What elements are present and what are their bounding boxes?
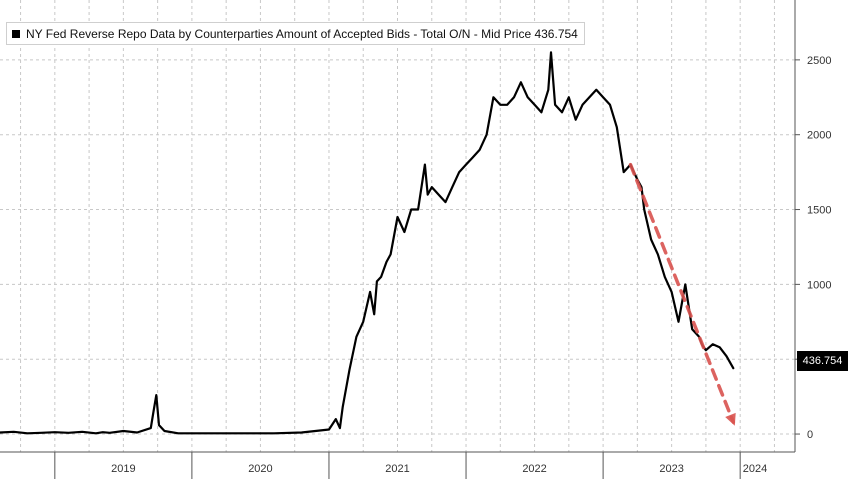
x-tick-label: 2022 (522, 463, 546, 475)
y-tick-label: 2500 (807, 55, 831, 67)
trend-arrowhead-icon (725, 412, 736, 426)
trend-arrow-line (628, 162, 736, 424)
x-tick-label: 2021 (385, 463, 409, 475)
y-tick-label: 1000 (807, 279, 831, 291)
axes: 2019 2020 2021 2022 2023 2024 0 1000 1500 2000 250… (0, 0, 831, 479)
legend-swatch-icon (12, 29, 20, 38)
y-tick-label: 1500 (807, 205, 831, 217)
chart-legend: NY Fed Reverse Repo Data by Counterparti… (6, 22, 585, 45)
last-value-label: 436.754 (802, 355, 843, 367)
x-tick-label: 2023 (659, 463, 683, 475)
x-tick-label: 2024 (743, 463, 767, 475)
last-value-tag: 436.754 (797, 351, 848, 371)
x-tick-label: 2020 (248, 463, 272, 475)
chart-title: NY Fed Reverse Repo Data by Counterparti… (26, 26, 578, 41)
y-tick-label: 2000 (807, 130, 831, 142)
data-series (0, 51, 736, 435)
grid (0, 0, 795, 452)
series-line (0, 51, 735, 435)
y-tick-label: 0 (807, 429, 813, 441)
x-tick-label: 2019 (111, 463, 135, 475)
